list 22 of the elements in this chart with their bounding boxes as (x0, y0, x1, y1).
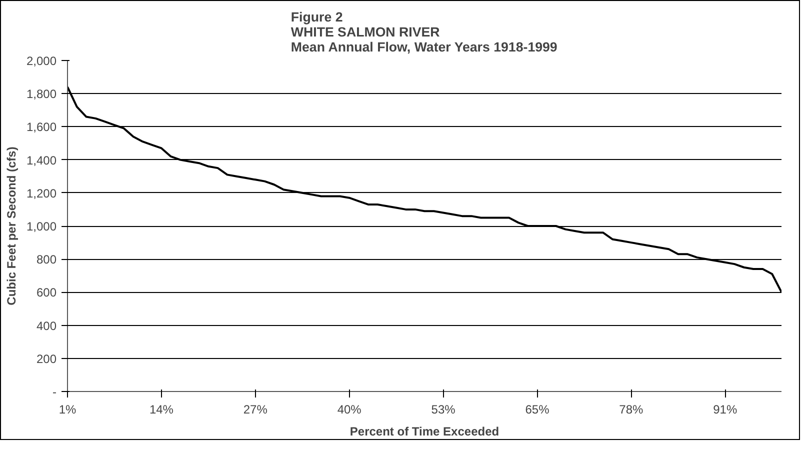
y-axis-title: Cubic Feet per Second (cfs) (4, 146, 18, 306)
x-tick-label: 91% (713, 402, 738, 416)
x-tick-label: 27% (243, 402, 268, 416)
y-tick-label: 1,000 (26, 220, 57, 234)
x-tick-label: 1% (58, 402, 76, 416)
y-tick-label: 1,200 (26, 186, 57, 200)
y-tick-label: 2,000 (26, 54, 57, 68)
y-tick-label: 600 (36, 286, 57, 300)
y-tick-label: 1,800 (26, 87, 57, 102)
x-tick-label: 40% (337, 402, 362, 416)
y-tick-label: - (52, 385, 57, 399)
y-tick-label: 800 (36, 252, 57, 267)
x-tick-label: 78% (619, 402, 644, 416)
y-tick-label: 200 (36, 352, 57, 366)
x-tick-label: 14% (149, 402, 174, 416)
y-tick-label: 400 (36, 318, 57, 333)
y-tick-label: 1,600 (26, 120, 57, 134)
x-axis-title: Percent of Time Exceeded (350, 424, 500, 438)
x-tick-label: 65% (525, 402, 550, 416)
x-tick-label: 53% (431, 402, 456, 416)
chart-title: Figure 2 WHITE SALMON RIVER Mean Annual Flow, Water Years 1918-1999 (290, 10, 558, 54)
y-tick-label: 1,400 (26, 153, 57, 168)
